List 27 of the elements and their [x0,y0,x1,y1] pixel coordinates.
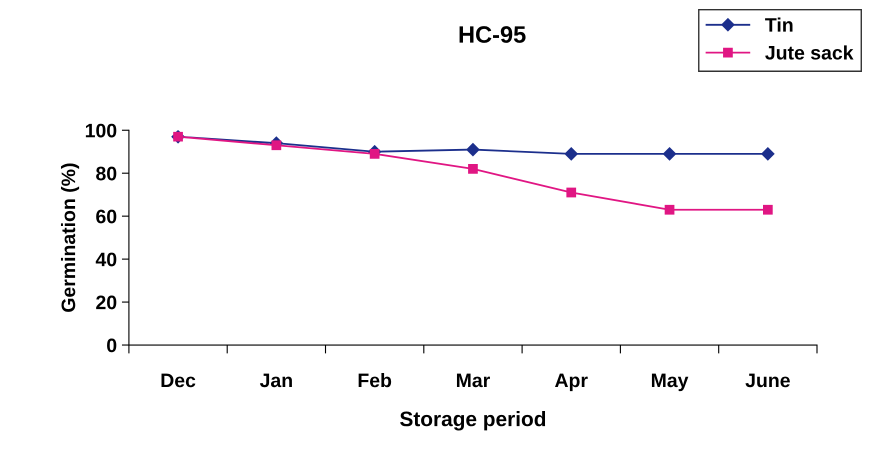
x-tick-label: June [745,374,790,388]
point [664,204,674,215]
y-axis-title: Germination (%) [60,164,80,312]
x-tick-label: Apr [554,374,588,392]
x-tick-label: Feb [358,372,392,388]
y-tick-label: 60 [96,210,116,224]
y-tick-label: 80 [96,166,116,180]
x-tick-label: Jan [260,374,292,388]
point [271,140,282,150]
x-tick-label: May [652,374,688,392]
legend-label: Jute sack [765,45,854,60]
y-tick-label: 0 [107,338,116,352]
x-tick-label: Mar [456,374,490,388]
point [662,147,676,160]
y-tick-label: 40 [96,252,116,266]
point [468,164,478,174]
point [566,188,576,198]
point [564,147,578,160]
chart-title: HC-95 [460,26,526,43]
x-tick-label: Dec [162,374,196,388]
x-axis-title: Storage period [400,411,546,431]
y-tick-label: 20 [96,296,116,310]
legend-label: Tin [765,18,792,32]
point [762,204,773,215]
point [761,147,774,160]
point [466,142,480,156]
y-tick-label: 100 [86,124,116,138]
